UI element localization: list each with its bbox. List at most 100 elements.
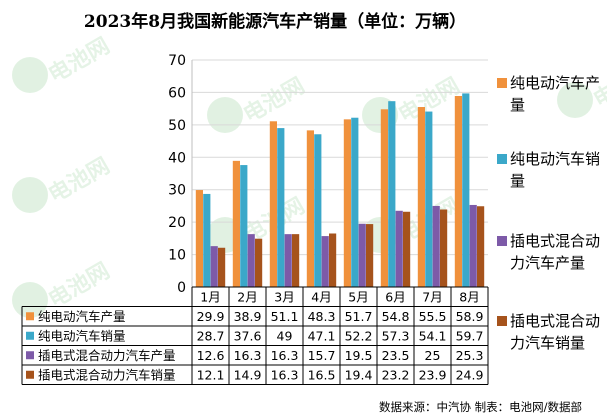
- data-label: 59.7: [456, 329, 484, 344]
- data-label: 54.1: [419, 329, 447, 344]
- data-label: 19.4: [345, 368, 373, 383]
- bar: [210, 246, 218, 287]
- bar: [440, 209, 448, 287]
- bar: [395, 210, 403, 287]
- svg-text:电池网: 电池网: [45, 259, 115, 314]
- bar: [218, 247, 226, 287]
- data-label: 16.3: [271, 368, 299, 383]
- svg-text:电池网: 电池网: [45, 154, 115, 209]
- legend-label: 力汽车销量: [510, 334, 585, 352]
- chart-title: 2023年8月我国新能源汽车产销量（单位：万辆）: [84, 11, 466, 32]
- legend-label: 量: [510, 96, 525, 114]
- legend-item: 插电式混合动力汽车销量: [497, 312, 600, 352]
- bar: [240, 165, 248, 287]
- bar: [203, 193, 211, 287]
- bar: [462, 93, 470, 287]
- bar: [255, 238, 263, 287]
- bar: [247, 234, 255, 287]
- y-tick-label: 10: [168, 248, 186, 264]
- data-label: 28.7: [197, 329, 225, 344]
- bar: [388, 101, 396, 287]
- data-label: 29.9: [197, 309, 225, 324]
- legend-item: 插电式混合动力汽车产量: [497, 232, 600, 272]
- table-legend-key: [26, 312, 34, 321]
- legend-label: 插电式混合动: [510, 312, 600, 330]
- y-tick-label: 60: [168, 85, 186, 101]
- legend-label: 纯电动汽车销: [510, 150, 600, 168]
- bar: [343, 119, 351, 287]
- x-tick-label: 1月: [200, 290, 220, 305]
- legend-swatch: [497, 78, 507, 88]
- bar: [329, 233, 337, 287]
- source-note: 数据来源：中汽协 制表：电池网/数据部: [379, 400, 582, 414]
- data-label: 57.3: [382, 329, 410, 344]
- bar: [432, 205, 440, 287]
- legend-label: 纯电动汽车产: [510, 74, 600, 92]
- data-label: 58.9: [456, 309, 484, 324]
- svg-text:电池网: 电池网: [45, 34, 115, 89]
- x-tick-label: 7月: [422, 290, 442, 305]
- x-tick-label: 6月: [385, 290, 405, 305]
- data-label: 55.5: [419, 309, 447, 324]
- bar: [477, 206, 485, 287]
- table-series-label: 插电式混合动力汽车产量: [38, 348, 176, 363]
- plot-area: 0 10 20 30 40 50 60 70: [168, 53, 488, 296]
- bar: [269, 121, 277, 287]
- table-series-label: 插电式混合动力汽车销量: [38, 368, 176, 383]
- y-tick-label: 30: [168, 183, 186, 199]
- watermark-logo: 电池网: [12, 34, 114, 93]
- data-label: 49: [277, 329, 293, 344]
- legend-swatch: [497, 316, 507, 326]
- bar: [232, 160, 240, 287]
- bar: [380, 109, 388, 287]
- data-label: 16.3: [271, 348, 299, 363]
- table-series-label: 纯电动汽车销量: [38, 329, 126, 344]
- data-label: 16.3: [234, 348, 262, 363]
- data-label: 38.9: [234, 309, 262, 324]
- bar: [454, 95, 462, 287]
- y-tick-label: 0: [177, 280, 186, 296]
- bar: [321, 236, 329, 287]
- data-label: 51.1: [271, 309, 299, 324]
- data-label: 48.3: [308, 309, 336, 324]
- data-label: 52.2: [345, 329, 373, 344]
- bar: [469, 204, 477, 287]
- bar: [366, 224, 374, 287]
- bar: [195, 190, 203, 287]
- legend-label: 插电式混合动: [510, 232, 600, 250]
- bar: [284, 234, 292, 287]
- data-label: 47.1: [308, 329, 336, 344]
- table-series-label: 纯电动汽车产量: [38, 309, 126, 324]
- data-label: 16.5: [308, 368, 336, 383]
- x-tick-label: 3月: [274, 290, 294, 305]
- y-tick-label: 40: [168, 150, 186, 166]
- data-label: 12.1: [197, 368, 225, 383]
- data-label: 19.5: [345, 348, 373, 363]
- y-tick-label: 70: [168, 53, 186, 69]
- bar: [403, 211, 411, 287]
- data-label: 23.2: [382, 368, 410, 383]
- data-label: 23.5: [382, 348, 410, 363]
- bar: [314, 134, 322, 287]
- x-tick-label: 5月: [348, 290, 368, 305]
- data-label: 14.9: [234, 368, 262, 383]
- legend-swatch: [497, 236, 507, 246]
- legend-label: 量: [510, 172, 525, 190]
- table-legend-key: [26, 370, 34, 379]
- data-label: 51.7: [345, 309, 373, 324]
- bar: [306, 130, 314, 287]
- bar: [425, 111, 433, 287]
- table-legend-key: [26, 351, 34, 360]
- bar: [351, 117, 359, 287]
- watermark-logo: 电池网: [362, 74, 464, 133]
- y-tick-label: 50: [168, 118, 186, 134]
- y-tick-label: 20: [168, 215, 186, 231]
- bar: [292, 234, 300, 287]
- watermark-logo: 电池网: [362, 194, 464, 253]
- data-label: 12.6: [197, 348, 225, 363]
- legend-label: 力汽车产量: [510, 254, 585, 272]
- data-label: 24.9: [456, 368, 484, 383]
